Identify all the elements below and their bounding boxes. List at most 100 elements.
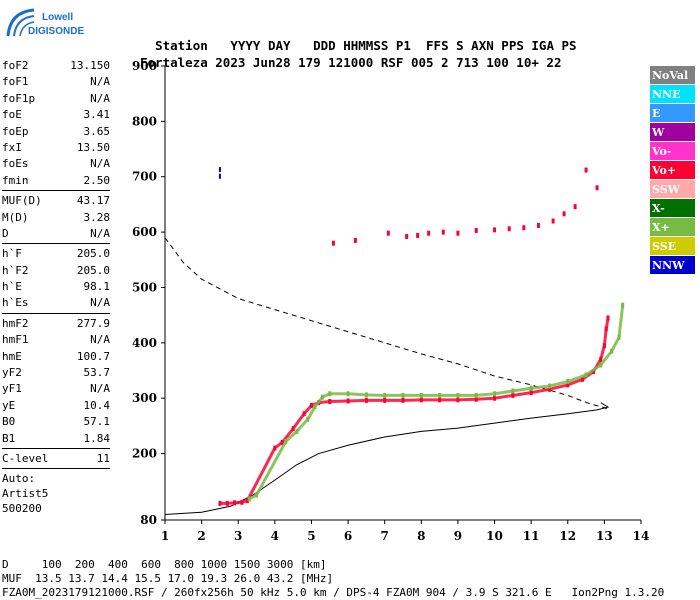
param-row: foE 3.41 [2,107,110,123]
legend-item: X+ [650,218,695,237]
param-value: 11 [96,451,110,465]
x-tick-label: 10 [486,529,503,543]
param-value: 3.65 [83,124,111,138]
x-tick-label: 5 [307,529,315,543]
y-tick-label: 700 [132,170,157,184]
param-value: N/A [90,91,110,105]
param-label: foF1p [2,91,36,105]
x-tick-label: 2 [197,529,205,543]
param-label: D [2,226,9,240]
x-tick-label: 11 [523,529,540,543]
param-label: yE [2,398,16,412]
x-tick-label: 14 [633,529,650,543]
legend-item: E [650,104,695,123]
y-tick-label: 600 [132,225,157,239]
param-value: 57.1 [83,415,111,429]
legend-item: Vo+ [650,161,695,180]
x-tick-label: 4 [271,529,279,543]
param-row: yF1 N/A [2,381,110,397]
param-row: hmF2 277.9 [2,316,110,332]
param-label: h`E [2,280,22,294]
trace-point [584,167,588,173]
trace-point [456,230,460,236]
param-row: foEs N/A [2,156,110,172]
parameter-panel: foF2 13.150 foF1 N/A foF1p N/A foE 3.41 foEp 3.65… [2,58,110,516]
plasma-frequency-curve [164,237,609,411]
param-value: N/A [90,333,110,347]
param-value: N/A [90,75,110,89]
param-value: N/A [90,382,110,396]
header-value-date: 2023 Jun28 [215,55,291,70]
logo-line2: DIGISONDE [28,26,84,37]
param-value: 98.1 [83,280,111,294]
param-label: C-level [2,451,49,465]
param-row: foF2 13.150 [2,58,110,74]
param-label: foEp [2,124,29,138]
param-value: 205.0 [76,247,110,261]
y-tick-label: 300 [132,391,157,405]
header-block: Station YYYY DAY DDD HHMMSS P1 FFS S AXN… [140,20,577,71]
legend-item: SSW [650,180,695,199]
header-value-time: 179 121000 RSF [298,55,404,70]
trace-point [386,230,390,236]
param-label: fxI [2,140,22,154]
param-separator [2,312,110,314]
digisonde-logo: Lowell DIGISONDE [6,8,84,37]
param-row: C-level 11 [2,451,110,467]
param-label: hmF1 [2,333,29,347]
trace-point-nnw [218,167,221,173]
param-row: h`E 98.1 [2,279,110,295]
param-label: h`F [2,247,22,261]
y-tick-label: 80 [140,513,157,527]
param-label: foF2 [2,59,29,72]
legend-item: W [650,123,695,142]
trace-line [219,317,610,505]
param-label: M(D) [2,210,29,224]
param-separator [2,190,110,192]
param-row: foF1p N/A [2,91,110,107]
param-value: 2.50 [83,173,111,187]
chart-axes: 1 2 3 4 5 6 7 8 9 10 11 12 13 14802003004005006007008… [132,59,649,543]
param-row: B0 57.1 [2,414,110,430]
header-value-params: 005 2 713 100 10+ 22 [410,55,562,70]
y-tick-label: 900 [132,59,157,73]
param-label: foE [2,108,22,122]
x-tick-label: 3 [234,529,242,543]
legend-item: X- [650,199,695,218]
param-row: M(D) 3.28 [2,210,110,226]
param-label: h`F2 [2,263,29,277]
param-label: yF2 [2,366,22,380]
param-value: 277.9 [76,316,110,330]
param-label: foF1 [2,75,29,89]
trace-point [536,222,540,228]
trace-point [331,240,335,246]
header-value-station: Fortaleza [140,55,208,70]
chart-traces [164,167,625,515]
param-label: yF1 [2,382,22,396]
x-tick-label: 13 [596,529,613,543]
param-row: h`F 205.0 [2,246,110,262]
param-value: 100.7 [76,349,110,363]
param-value: 13.150 [70,59,110,72]
param-row: yF2 53.7 [2,365,110,381]
trace-point [427,230,431,236]
footer-distance-row: D 100 200 400 600 800 1000 1500 3000 [km… [2,558,327,571]
y-tick-label: 500 [132,280,157,294]
header-label-time: DDD HHMMSS P1 [313,38,411,53]
param-row: hmE 100.7 [2,349,110,365]
auto-scaling-line: Artist5 [2,487,49,501]
electron-density-profile [164,402,610,515]
footer-info-row: FZA0M_2023179121000.RSF / 260fx256h 50 k… [2,586,665,599]
x-tick-label: 1 [161,529,169,543]
param-row: foF1 N/A [2,74,110,90]
param-label: hmF2 [2,316,29,330]
footer-muf-row: MUF 13.5 13.7 14.4 15.5 17.0 19.3 26.0 4… [2,572,334,585]
legend-item: SSE [650,237,695,256]
header-label-station: Station [155,38,208,53]
trace-point [353,237,357,243]
param-row: h`F2 205.0 [2,263,110,279]
param-row: D N/A [2,226,110,242]
trace-point [405,234,409,240]
x-tick-label: 8 [417,529,425,543]
